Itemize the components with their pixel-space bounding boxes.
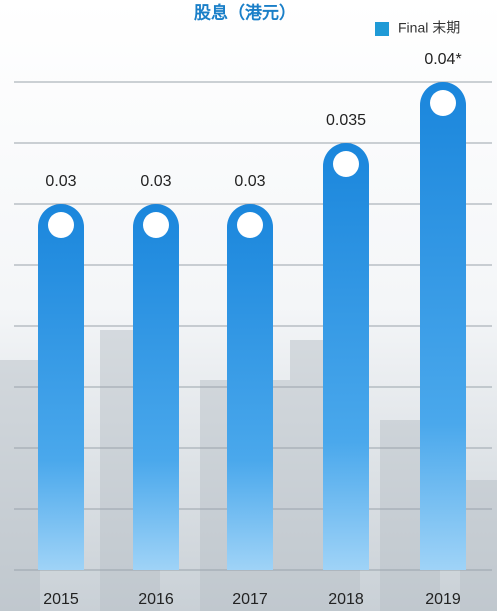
legend-swatch [375, 22, 389, 36]
bar [227, 204, 273, 570]
value-label: 0.03 [140, 173, 171, 190]
bar [133, 204, 179, 570]
bar [38, 204, 84, 570]
value-label: 0.04* [424, 51, 461, 68]
x-tick-label: 2016 [138, 591, 174, 608]
bar-cap [143, 212, 169, 238]
legend-label: Final 末期 [398, 20, 460, 36]
bar [323, 143, 369, 570]
bar [420, 82, 466, 570]
chart-title: 股息（港元） [194, 2, 296, 22]
value-label: 0.03 [45, 173, 76, 190]
bar-cap [237, 212, 263, 238]
x-tick-label: 2018 [328, 591, 364, 608]
x-tick-label: 2019 [425, 591, 461, 608]
x-tick-label: 2017 [232, 591, 268, 608]
x-tick-label: 2015 [43, 591, 79, 608]
bar-cap [430, 90, 456, 116]
bar-cap [333, 151, 359, 177]
bar-cap [48, 212, 74, 238]
value-label: 0.03 [234, 173, 265, 190]
value-label: 0.035 [326, 112, 366, 129]
